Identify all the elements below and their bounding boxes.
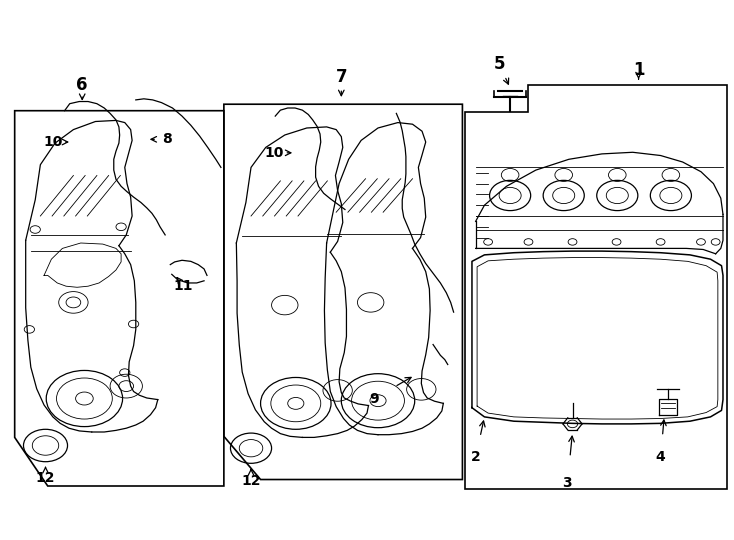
Text: 11: 11 bbox=[174, 279, 193, 293]
Text: 7: 7 bbox=[335, 68, 347, 86]
Text: 9: 9 bbox=[369, 392, 379, 406]
Text: 4: 4 bbox=[655, 450, 666, 464]
Text: 12: 12 bbox=[241, 474, 261, 488]
Text: 2: 2 bbox=[470, 450, 481, 464]
Text: 3: 3 bbox=[562, 476, 573, 490]
Text: 5: 5 bbox=[493, 55, 505, 73]
Text: 1: 1 bbox=[633, 61, 644, 79]
Text: 6: 6 bbox=[76, 76, 88, 94]
Text: 10: 10 bbox=[44, 135, 63, 149]
Text: 8: 8 bbox=[162, 132, 172, 146]
Text: 10: 10 bbox=[264, 146, 283, 160]
Text: 12: 12 bbox=[36, 471, 55, 485]
